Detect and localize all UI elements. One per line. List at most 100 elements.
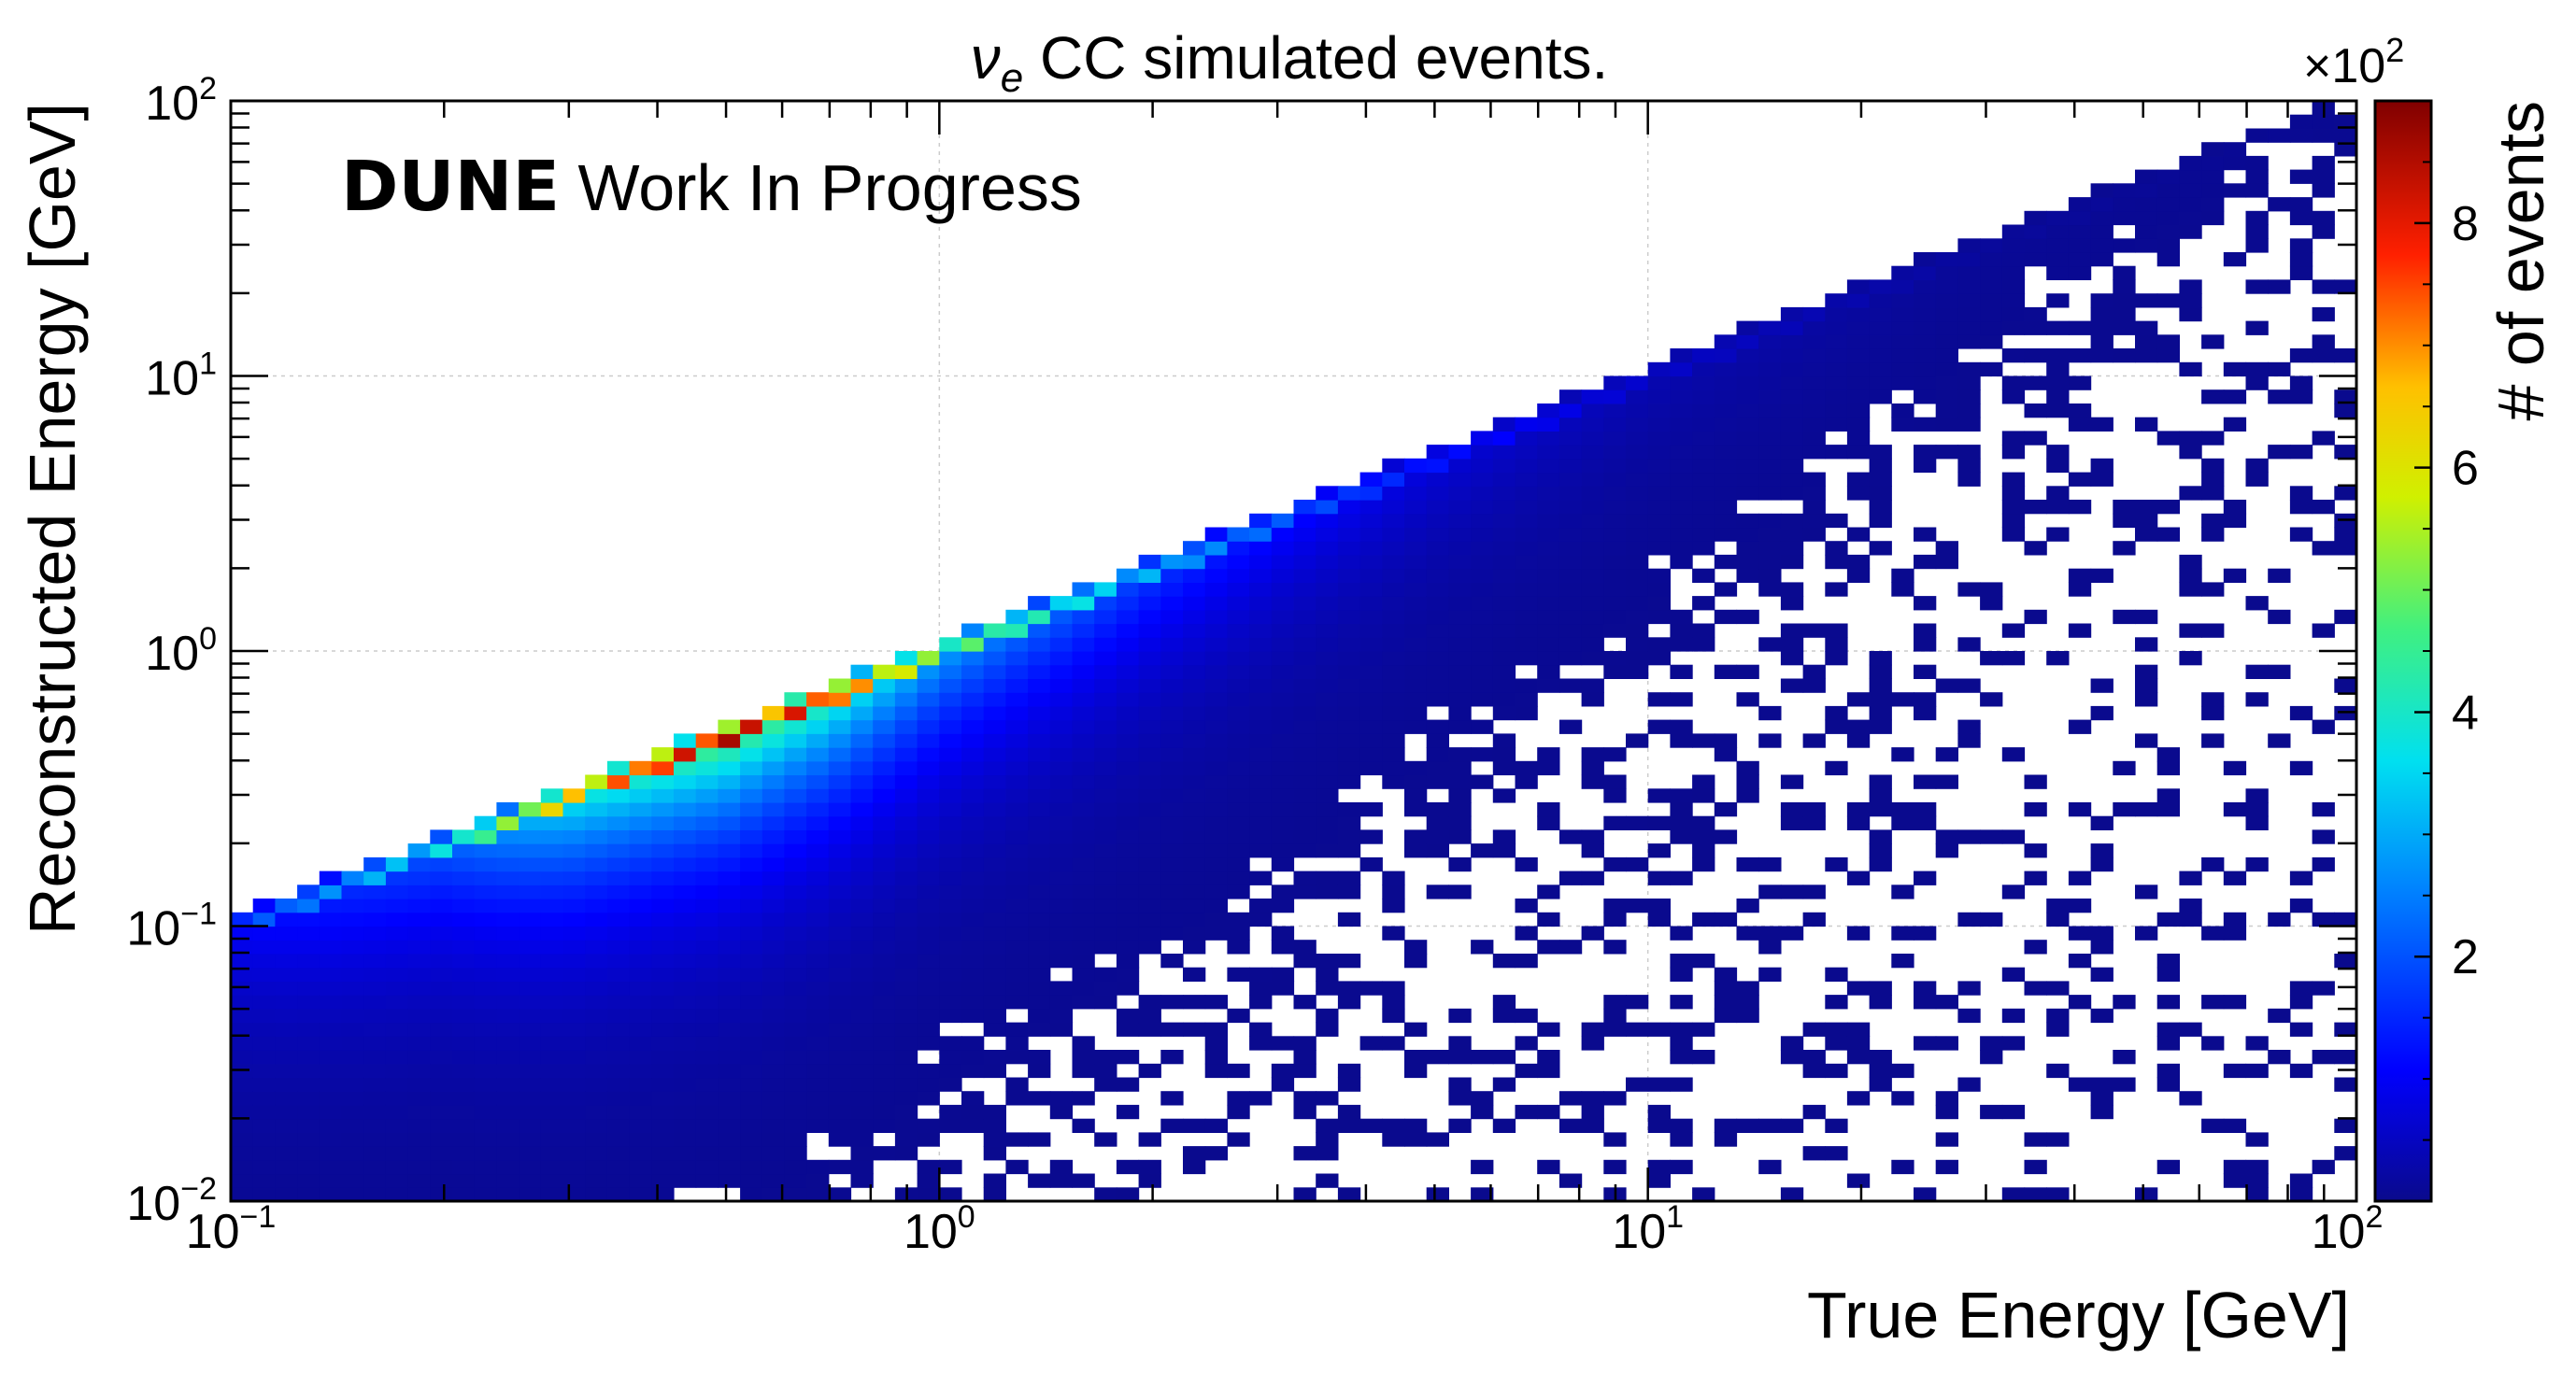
heatmap-cell: [1780, 320, 1804, 335]
heatmap-cell: [252, 1173, 276, 1188]
heatmap-cell: [1603, 500, 1627, 515]
heatmap-cell: [1980, 320, 2003, 335]
heatmap-cell: [740, 912, 763, 927]
heatmap-cell: [629, 1091, 652, 1106]
heatmap-cell: [1914, 375, 1937, 390]
heatmap-cell: [1204, 527, 1228, 542]
heatmap-cell: [1404, 554, 1428, 570]
heatmap-cell: [252, 1050, 276, 1065]
heatmap-cell: [1869, 1063, 1892, 1079]
heatmap-cell: [674, 1063, 697, 1079]
heatmap-cell: [983, 692, 1006, 707]
heatmap-cell: [297, 899, 320, 913]
heatmap-cell: [740, 802, 763, 817]
heatmap-cell: [275, 1008, 298, 1024]
heatmap-cell: [1581, 500, 1604, 515]
heatmap-cell: [1825, 417, 1848, 432]
heatmap-cell: [606, 1104, 631, 1120]
heatmap-cell: [474, 1063, 497, 1079]
heatmap-cell: [1670, 431, 1693, 446]
heatmap-cell: [1227, 596, 1250, 611]
heatmap-cell: [1935, 334, 1958, 349]
heatmap-cell: [1802, 802, 1826, 817]
heatmap-cell: [319, 912, 343, 927]
heatmap-cell: [1028, 788, 1051, 803]
heatmap-cell: [718, 829, 741, 844]
heatmap-cell: [1049, 705, 1074, 721]
heatmap-cell: [806, 747, 830, 762]
heatmap-cell: [1049, 981, 1074, 996]
heatmap-cell: [1515, 1104, 1538, 1120]
heatmap-cell: [1515, 513, 1538, 529]
heatmap-cell: [718, 788, 741, 803]
heatmap-cell: [1227, 541, 1250, 556]
heatmap-cell: [1316, 513, 1339, 529]
heatmap-cell: [695, 815, 719, 830]
heatmap-cell: [2001, 445, 2026, 460]
heatmap-cell: [1802, 885, 1826, 899]
heatmap-cell: [1846, 981, 1871, 996]
heatmap-cell: [1426, 472, 1449, 487]
heatmap-cell: [1138, 1022, 1161, 1037]
heatmap-cell: [1736, 375, 1759, 390]
heatmap-cell: [1382, 500, 1405, 515]
heatmap-cell: [2312, 224, 2335, 239]
heatmap-cell: [1316, 623, 1339, 638]
heatmap-cell: [651, 1077, 675, 1092]
heatmap-cell: [1537, 940, 1560, 955]
heatmap-cell: [2001, 265, 2026, 280]
heatmap-cell: [2201, 389, 2225, 404]
heatmap-cell: [252, 981, 276, 996]
heatmap-cell: [1780, 513, 1804, 529]
heatmap-cell: [562, 899, 586, 913]
heatmap-cell: [1869, 348, 1892, 363]
heatmap-cell: [319, 1077, 343, 1092]
heatmap-cell: [2289, 197, 2313, 212]
heatmap-cell: [585, 788, 608, 803]
heatmap-cell: [2312, 623, 2335, 638]
heatmap-cell: [252, 1063, 276, 1079]
heatmap-cell: [2113, 348, 2136, 363]
heatmap-cell: [850, 926, 874, 941]
heatmap-cell: [1515, 541, 1538, 556]
heatmap-cell: [1537, 664, 1560, 679]
heatmap-cell: [651, 871, 675, 885]
heatmap-cell: [873, 856, 896, 872]
heatmap-cell: [1692, 513, 1715, 529]
heatmap-cell: [1670, 1159, 1693, 1175]
heatmap-cell: [1049, 664, 1074, 679]
heatmap-cell: [1448, 1036, 1472, 1051]
heatmap-cell: [2223, 760, 2247, 776]
heatmap-cell: [1404, 527, 1428, 542]
heatmap-cell: [939, 829, 962, 844]
heatmap-cell: [983, 1104, 1006, 1120]
heatmap-cell: [1448, 1077, 1472, 1092]
heatmap-cell: [1049, 788, 1074, 803]
heatmap-cell: [740, 747, 763, 762]
heatmap-cell: [917, 760, 940, 776]
heatmap-cell: [1426, 596, 1449, 611]
heatmap-cell: [1404, 582, 1428, 597]
heatmap-cell: [761, 719, 786, 734]
heatmap-cell: [606, 871, 631, 885]
heatmap-cell: [651, 940, 675, 955]
heatmap-cell: [939, 760, 962, 776]
heatmap-cell: [1825, 361, 1848, 377]
heatmap-cell: [363, 981, 387, 996]
heatmap-cell: [917, 747, 940, 762]
heatmap-cell: [474, 912, 497, 927]
heatmap-cell: [363, 926, 387, 941]
heatmap-cell: [939, 912, 962, 927]
heatmap-cell: [695, 926, 719, 941]
heatmap-cell: [1271, 1063, 1295, 1079]
heatmap-cell: [1293, 1063, 1316, 1079]
heatmap-cell: [407, 1187, 431, 1201]
heatmap-cell: [983, 843, 1006, 858]
heatmap-cell: [2156, 1063, 2180, 1079]
heatmap-cell: [2068, 871, 2092, 885]
heatmap-cell: [540, 1008, 564, 1024]
heatmap-cell: [1957, 445, 1981, 460]
heatmap-cell: [474, 1187, 497, 1201]
heatmap-cell: [2001, 389, 2026, 404]
heatmap-cell: [651, 774, 675, 789]
